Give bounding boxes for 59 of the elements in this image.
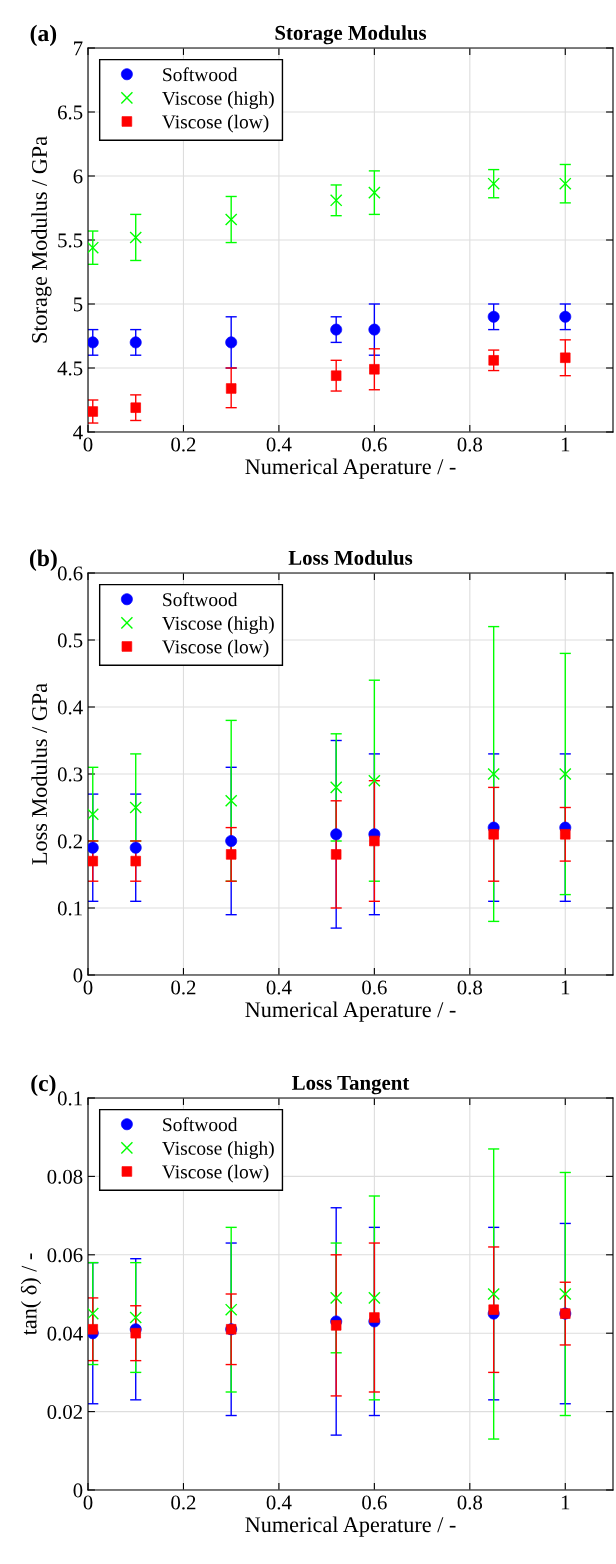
x-tick-label: 0.2 bbox=[171, 437, 196, 452]
legend-label: Viscose (low) bbox=[162, 639, 269, 658]
x-tick-label: 0.6 bbox=[362, 1495, 387, 1510]
y-tick-label: 0.1 bbox=[57, 1091, 82, 1106]
x-tick-label: 0.4 bbox=[266, 1495, 292, 1510]
x-axis-title: Numerical Aperature / - bbox=[245, 1001, 456, 1022]
x-tick-label: 0.8 bbox=[457, 437, 483, 452]
x-tick-label: 0.8 bbox=[457, 1495, 483, 1510]
legend-label: Softwood bbox=[163, 1117, 238, 1132]
x-tick-label: 0.8 bbox=[457, 980, 483, 995]
x-tick-label: 0.4 bbox=[266, 980, 292, 995]
x-tick-label: 0.6 bbox=[362, 980, 387, 995]
text: (c) bbox=[31, 1074, 56, 1097]
y-tick-label: 4.5 bbox=[57, 361, 83, 376]
legend-label: Softwood bbox=[163, 592, 238, 607]
chart-title: Loss Tangent bbox=[292, 1076, 410, 1095]
y-tick-label: 0.1 bbox=[57, 901, 82, 916]
y-tick-label: 6 bbox=[73, 169, 83, 184]
y-tick-label: 4 bbox=[73, 425, 83, 440]
legend-label: Viscose (low) bbox=[162, 114, 269, 133]
y-tick-label: 0.5 bbox=[57, 633, 83, 648]
y-axis-title: tan( δ) / - bbox=[20, 1253, 42, 1336]
x-tick-label: 1 bbox=[561, 980, 570, 995]
y-tick-label: 7 bbox=[74, 41, 83, 56]
legend-label: Softwood bbox=[163, 67, 238, 82]
y-tick-label: 5.5 bbox=[58, 233, 83, 248]
y-tick-label: 0.6 bbox=[57, 566, 83, 581]
chart-title: Loss Modulus bbox=[288, 550, 413, 565]
y-axis-title: Storage Modulus / GPa bbox=[31, 136, 52, 343]
y-tick-label: 0.2 bbox=[57, 834, 82, 849]
text: (b) bbox=[29, 549, 57, 571]
legend-label: Viscose (high) bbox=[162, 1141, 274, 1159]
legend-label: Viscose (high) bbox=[162, 91, 274, 109]
y-tick-label: 6.5 bbox=[57, 105, 83, 120]
y-tick-label: 0.02 bbox=[47, 1404, 82, 1420]
y-tick-label: 0 bbox=[73, 1483, 83, 1498]
x-axis-title: Numerical Aperature / - bbox=[245, 458, 456, 479]
y-tick-label: 5 bbox=[73, 297, 83, 312]
legend-label: Viscose (low) bbox=[162, 1164, 269, 1183]
y-tick-label: 0.4 bbox=[57, 700, 83, 715]
y-tick-label: 0.06 bbox=[47, 1248, 83, 1263]
x-axis-title: Numerical Aperature / - bbox=[245, 1516, 456, 1537]
x-tick-label: 0.2 bbox=[171, 1495, 196, 1510]
x-tick-label: 0.4 bbox=[266, 437, 292, 452]
chart-title: Storage Modulus bbox=[275, 25, 427, 45]
y-axis-title: Loss Modulus / GPa bbox=[31, 683, 48, 865]
legend-label: Viscose (high) bbox=[162, 616, 274, 634]
x-tick-label: 0.6 bbox=[362, 437, 387, 452]
y-tick-label: 0.04 bbox=[47, 1326, 83, 1341]
y-tick-label: 0.08 bbox=[47, 1169, 83, 1184]
x-tick-label: 1 bbox=[561, 1495, 570, 1510]
y-tick-label: 0.3 bbox=[57, 767, 83, 782]
x-tick-label: 1 bbox=[561, 437, 570, 452]
x-tick-label: 0 bbox=[83, 980, 93, 995]
x-tick-label: 0.2 bbox=[171, 980, 196, 995]
x-tick-label: 0 bbox=[83, 1495, 93, 1510]
x-tick-label: 0 bbox=[83, 437, 93, 452]
text: (a) bbox=[30, 24, 57, 47]
y-tick-label: 0 bbox=[73, 968, 83, 983]
